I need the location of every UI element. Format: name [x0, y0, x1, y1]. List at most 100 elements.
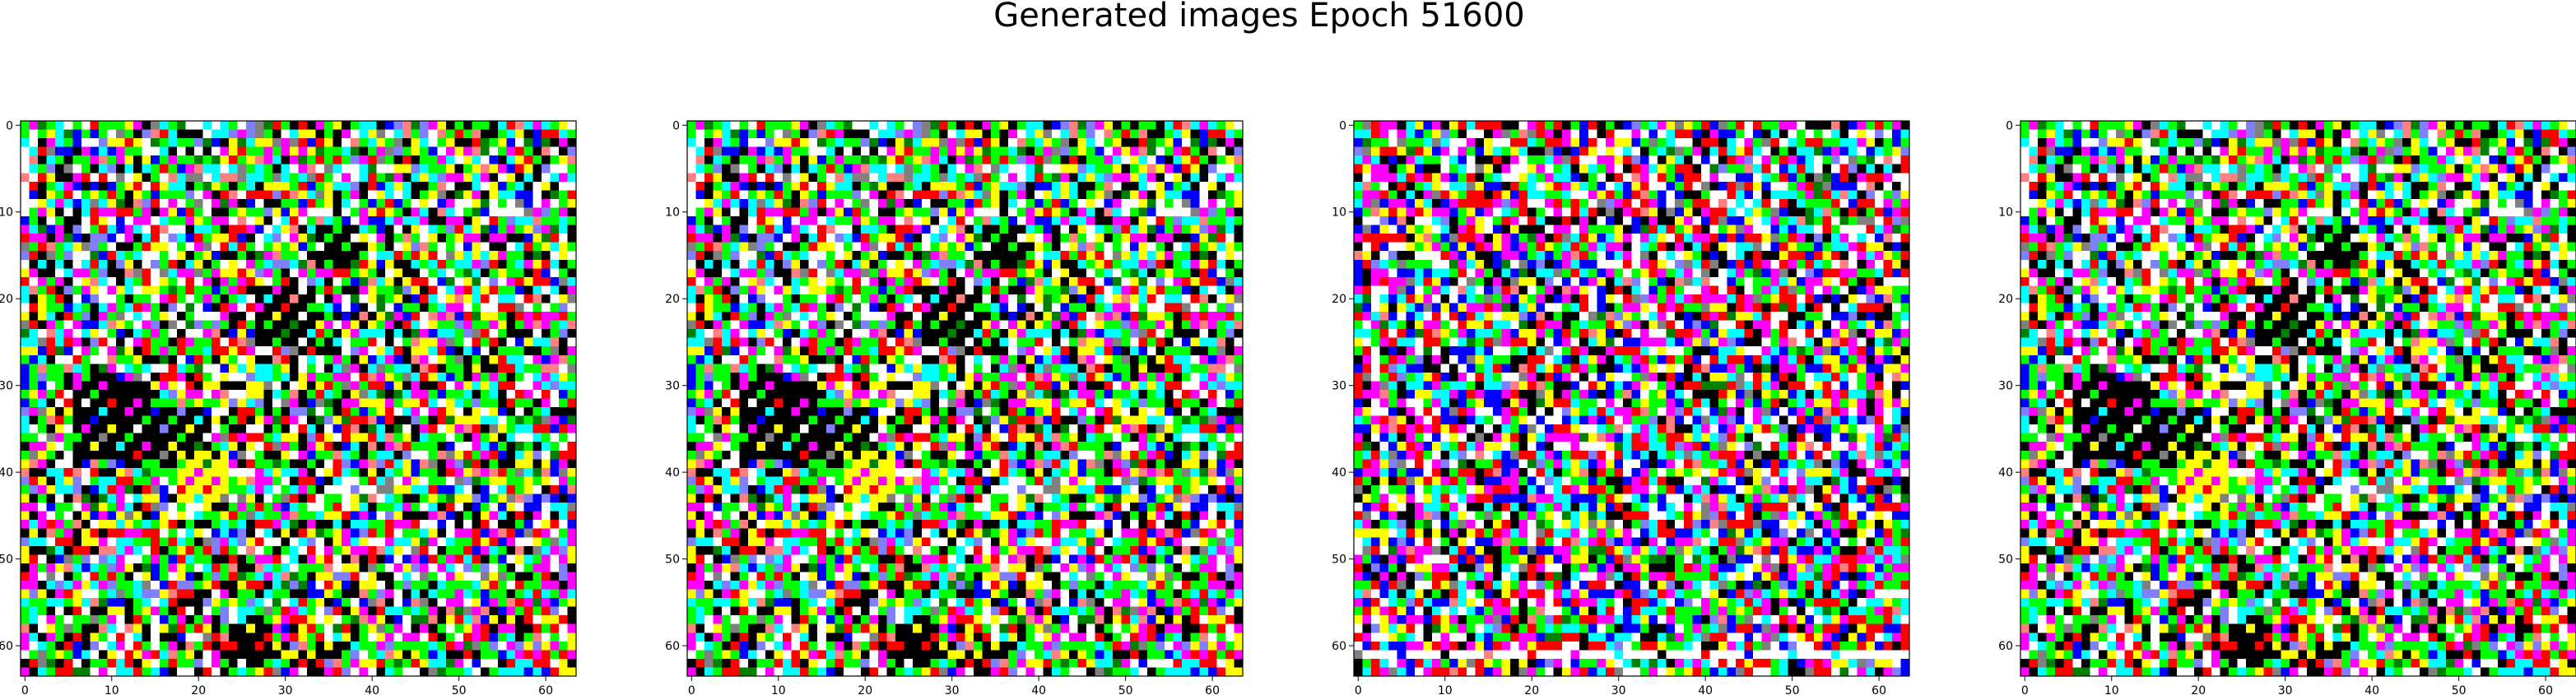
image-pixel [289, 598, 299, 607]
image-pixel [289, 129, 299, 139]
image-pixel [1138, 216, 1148, 225]
image-pixel [289, 242, 299, 252]
image-pixel [808, 216, 818, 225]
image-pixel [159, 433, 169, 442]
image-pixel [263, 407, 273, 416]
image-pixel [124, 329, 134, 338]
image-pixel [1104, 173, 1114, 183]
image-pixel [185, 467, 195, 477]
image-pixel [454, 181, 464, 191]
image-pixel [1155, 173, 1165, 183]
image-pixel [532, 641, 542, 651]
image-pixel [420, 615, 430, 625]
image-pixel [376, 198, 386, 208]
image-pixel [272, 580, 281, 590]
image-pixel [116, 572, 125, 581]
image-pixel [921, 181, 931, 191]
image-pixel [254, 641, 264, 651]
image-pixel [29, 667, 39, 677]
image-pixel [98, 190, 108, 200]
image-pixel [1121, 146, 1131, 156]
image-pixel [376, 155, 386, 165]
image-pixel [298, 164, 308, 174]
image-pixel [90, 450, 100, 460]
image-pixel [237, 615, 247, 625]
image-pixel [420, 537, 430, 547]
image-pixel [212, 442, 221, 452]
image-pixel [46, 606, 56, 616]
image-pixel [298, 623, 308, 633]
image-pixel [289, 121, 299, 130]
image-pixel [133, 225, 142, 234]
image-pixel [185, 650, 195, 660]
image-pixel [332, 312, 342, 321]
image-pixel [869, 216, 879, 225]
image-pixel [1104, 164, 1114, 174]
image-pixel [176, 346, 186, 356]
image-pixel [298, 242, 308, 252]
image-pixel [202, 493, 212, 503]
image-pixel [289, 433, 299, 442]
image-pixel [63, 372, 73, 382]
image-pixel [176, 329, 186, 338]
image-pixel [739, 146, 749, 156]
image-pixel [254, 554, 264, 564]
image-pixel [98, 294, 108, 303]
image-pixel [472, 181, 481, 191]
image-pixel [142, 259, 151, 269]
image-pixel [480, 329, 490, 338]
image-pixel [124, 572, 134, 581]
image-pixel [445, 572, 455, 581]
image-pixel [402, 459, 412, 469]
image-pixel [142, 303, 151, 313]
image-pixel [81, 312, 91, 321]
image-pixel [63, 658, 73, 668]
image-pixel [81, 259, 91, 269]
image-pixel [384, 658, 394, 668]
image-pixel [463, 632, 472, 642]
image-pixel [220, 225, 230, 234]
image-pixel [411, 493, 421, 503]
image-pixel [402, 467, 412, 477]
image-pixel [159, 398, 169, 408]
image-pixel [376, 398, 386, 408]
image-pixel [124, 381, 134, 391]
image-pixel [29, 554, 39, 564]
image-pixel [472, 580, 481, 590]
image-pixel [1016, 129, 1026, 139]
image-pixel [445, 623, 455, 633]
image-pixel [384, 346, 394, 356]
image-pixel [289, 658, 299, 668]
image-pixel [212, 259, 221, 269]
image-pixel [567, 155, 577, 165]
image-pixel [220, 598, 230, 607]
image-pixel [63, 580, 73, 590]
image-pixel [90, 320, 100, 330]
image-pixel [498, 589, 507, 599]
image-pixel [411, 467, 421, 477]
image-pixel [411, 251, 421, 261]
image-pixel [263, 615, 273, 625]
image-pixel [411, 459, 421, 469]
image-pixel [142, 623, 151, 633]
image-pixel [220, 242, 230, 252]
image-pixel [332, 484, 342, 494]
image-pixel [124, 285, 134, 295]
image-pixel [220, 450, 230, 460]
image-pixel [212, 580, 221, 590]
image-pixel [947, 146, 957, 156]
image-pixel [63, 467, 73, 477]
image-pixel [90, 225, 100, 234]
image-pixel [428, 320, 438, 330]
image-pixel [1112, 121, 1122, 130]
image-pixel [246, 442, 256, 452]
image-pixel [489, 493, 499, 503]
image-pixel [72, 155, 82, 165]
x-tick-label: 20 [191, 684, 206, 695]
image-pixel [315, 442, 325, 452]
image-pixel [402, 225, 412, 234]
image-pixel [1225, 181, 1235, 191]
image-pixel [220, 312, 230, 321]
image-pixel [1025, 207, 1035, 217]
image-pixel [307, 572, 316, 581]
